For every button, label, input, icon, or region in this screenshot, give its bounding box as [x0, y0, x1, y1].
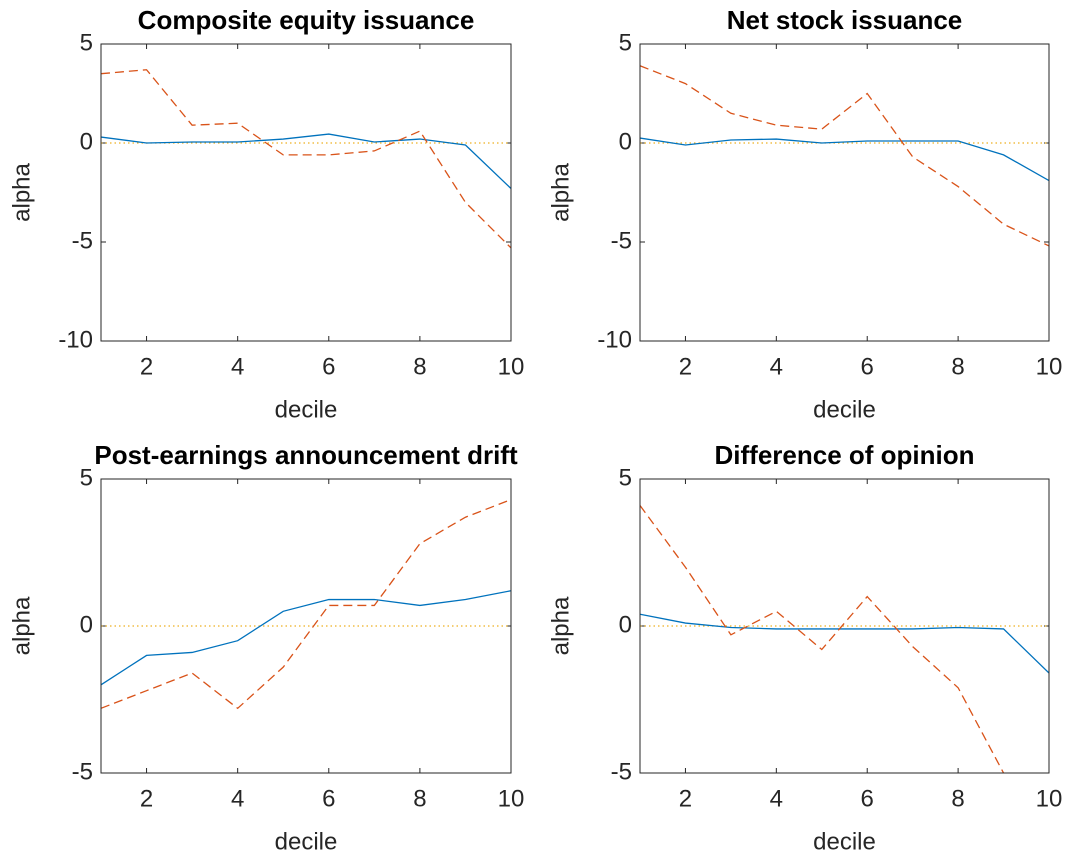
- series-line: [640, 137, 1049, 182]
- y-tick-label: -10: [58, 326, 93, 353]
- y-tick-label: 5: [619, 29, 632, 56]
- subplot-title: Net stock issuance: [727, 5, 963, 35]
- x-tick-label: 4: [770, 353, 783, 380]
- x-tick-label: 6: [322, 785, 335, 812]
- axes-box: [639, 43, 1050, 342]
- plot-area: [640, 505, 1049, 773]
- plot-area: [101, 69, 511, 249]
- x-tick-label: 6: [861, 785, 874, 812]
- plot-area: [101, 498, 511, 710]
- y-tick-label: 0: [80, 611, 93, 638]
- y-tick-label: -5: [611, 758, 632, 785]
- x-tick-label: 2: [679, 353, 692, 380]
- x-tick-label: 8: [413, 353, 426, 380]
- x-tick-label: 10: [498, 353, 525, 380]
- y-axis-label: alpha: [547, 596, 574, 655]
- y-tick-label: 0: [619, 611, 632, 638]
- series-line: [640, 65, 1049, 247]
- y-axis-label: alpha: [547, 162, 574, 221]
- y-tick-label: -5: [611, 227, 632, 254]
- x-axis-label: decile: [813, 828, 876, 855]
- x-tick-label: 8: [951, 785, 964, 812]
- x-axis-label: decile: [275, 396, 338, 423]
- y-tick-label: 5: [80, 464, 93, 491]
- subplot: Difference of opinion decile alpha 2 4 6 8 10 -5…: [547, 440, 1062, 855]
- x-tick-label: 10: [498, 785, 525, 812]
- series-line: [640, 505, 1005, 773]
- subplot: Net stock issuance decile alpha 2 4 6 8 10 -10 -5…: [547, 5, 1062, 423]
- x-tick-label: 2: [140, 785, 153, 812]
- series-line: [640, 613, 1049, 674]
- series-line: [101, 590, 511, 686]
- axes-box: [100, 43, 512, 342]
- series-line: [101, 498, 511, 710]
- x-tick-label: 10: [1036, 785, 1063, 812]
- y-tick-label: -5: [72, 758, 93, 785]
- x-tick-label: 6: [322, 353, 335, 380]
- subplot-title: Post-earnings announcement drift: [94, 440, 518, 470]
- x-tick-label: 10: [1036, 353, 1063, 380]
- subplot-title: Difference of opinion: [715, 440, 975, 470]
- plot-area: [640, 65, 1049, 247]
- axes-box: [100, 478, 512, 774]
- subplot: Post-earnings announcement drift decile al…: [8, 440, 524, 855]
- series-line: [101, 69, 511, 249]
- x-tick-label: 4: [231, 353, 244, 380]
- y-tick-label: 5: [80, 29, 93, 56]
- x-tick-label: 4: [770, 785, 783, 812]
- series-line: [101, 133, 511, 190]
- x-tick-label: 2: [679, 785, 692, 812]
- y-tick-label: -5: [72, 227, 93, 254]
- x-tick-label: 8: [413, 785, 426, 812]
- y-axis-label: alpha: [8, 596, 35, 655]
- y-tick-label: 0: [80, 128, 93, 155]
- y-axis-label: alpha: [8, 162, 35, 221]
- y-tick-label: 0: [619, 128, 632, 155]
- axes-box: [639, 478, 1050, 774]
- x-tick-label: 4: [231, 785, 244, 812]
- x-tick-label: 8: [951, 353, 964, 380]
- x-tick-label: 2: [140, 353, 153, 380]
- y-tick-label: -10: [597, 326, 632, 353]
- x-axis-label: decile: [275, 828, 338, 855]
- x-axis-label: decile: [813, 396, 876, 423]
- y-tick-label: 5: [619, 464, 632, 491]
- subplot-title: Composite equity issuance: [138, 5, 475, 35]
- subplot: Composite equity issuance decile alpha 2 4 6 8…: [8, 5, 524, 423]
- x-tick-label: 6: [861, 353, 874, 380]
